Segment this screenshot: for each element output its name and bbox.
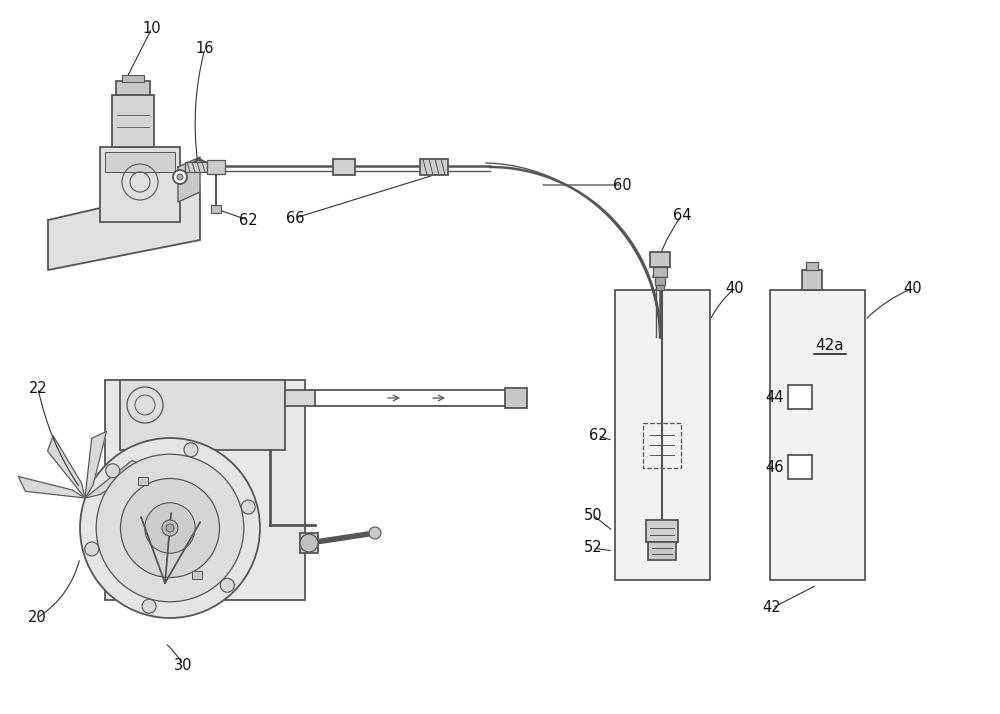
Polygon shape (48, 436, 85, 498)
Text: 16: 16 (196, 41, 214, 56)
Polygon shape (85, 431, 106, 498)
Bar (770, 290, 865, 580)
Bar (643, 423, 681, 468)
Bar (788, 385, 812, 409)
Text: 40: 40 (904, 281, 922, 296)
Bar (300, 533, 318, 553)
Bar (806, 262, 818, 270)
Circle shape (173, 170, 187, 184)
Text: 52: 52 (584, 540, 602, 555)
Bar (333, 159, 355, 175)
Bar (122, 75, 144, 82)
Circle shape (369, 527, 381, 539)
Circle shape (142, 599, 156, 613)
Polygon shape (178, 157, 200, 202)
Text: 60: 60 (613, 178, 631, 193)
Bar (802, 270, 822, 290)
Bar (112, 95, 154, 147)
Text: 10: 10 (143, 21, 161, 36)
Text: 20: 20 (28, 610, 46, 625)
Text: 64: 64 (673, 208, 691, 223)
Circle shape (241, 500, 255, 514)
Bar (646, 520, 678, 542)
Polygon shape (18, 476, 85, 498)
Bar (138, 477, 148, 486)
Circle shape (166, 524, 174, 532)
Bar (285, 390, 315, 406)
Bar (648, 542, 676, 560)
Text: 42a: 42a (816, 338, 844, 353)
Bar (420, 159, 448, 175)
Text: 46: 46 (766, 460, 784, 475)
Circle shape (121, 478, 220, 578)
Bar (788, 455, 812, 479)
Text: 44: 44 (766, 390, 784, 405)
Circle shape (106, 463, 120, 478)
Text: 30: 30 (174, 658, 192, 673)
Bar (116, 81, 150, 95)
Circle shape (220, 578, 234, 593)
Bar (105, 152, 175, 172)
Circle shape (145, 503, 195, 553)
Bar (653, 267, 667, 277)
Text: 22: 22 (29, 381, 47, 396)
Circle shape (184, 443, 198, 457)
Circle shape (96, 454, 244, 602)
Text: 62: 62 (589, 428, 607, 443)
Polygon shape (48, 185, 200, 270)
Bar (211, 205, 221, 213)
Bar (656, 285, 664, 290)
Bar (100, 147, 180, 222)
Text: 42: 42 (763, 600, 781, 615)
Bar (650, 252, 670, 267)
Text: 66: 66 (286, 211, 304, 226)
Circle shape (80, 438, 260, 618)
Circle shape (177, 174, 183, 180)
Bar (655, 277, 665, 285)
Circle shape (85, 542, 99, 556)
Bar (120, 380, 285, 450)
Text: 40: 40 (726, 281, 744, 296)
Bar (185, 162, 207, 172)
Bar (207, 160, 225, 174)
Polygon shape (85, 461, 147, 498)
Circle shape (162, 520, 178, 536)
Bar (192, 570, 202, 579)
Text: 62: 62 (239, 213, 257, 228)
Bar (105, 380, 305, 600)
Bar (615, 290, 710, 580)
Bar (505, 388, 527, 408)
Circle shape (300, 534, 318, 552)
Text: 50: 50 (584, 508, 602, 523)
